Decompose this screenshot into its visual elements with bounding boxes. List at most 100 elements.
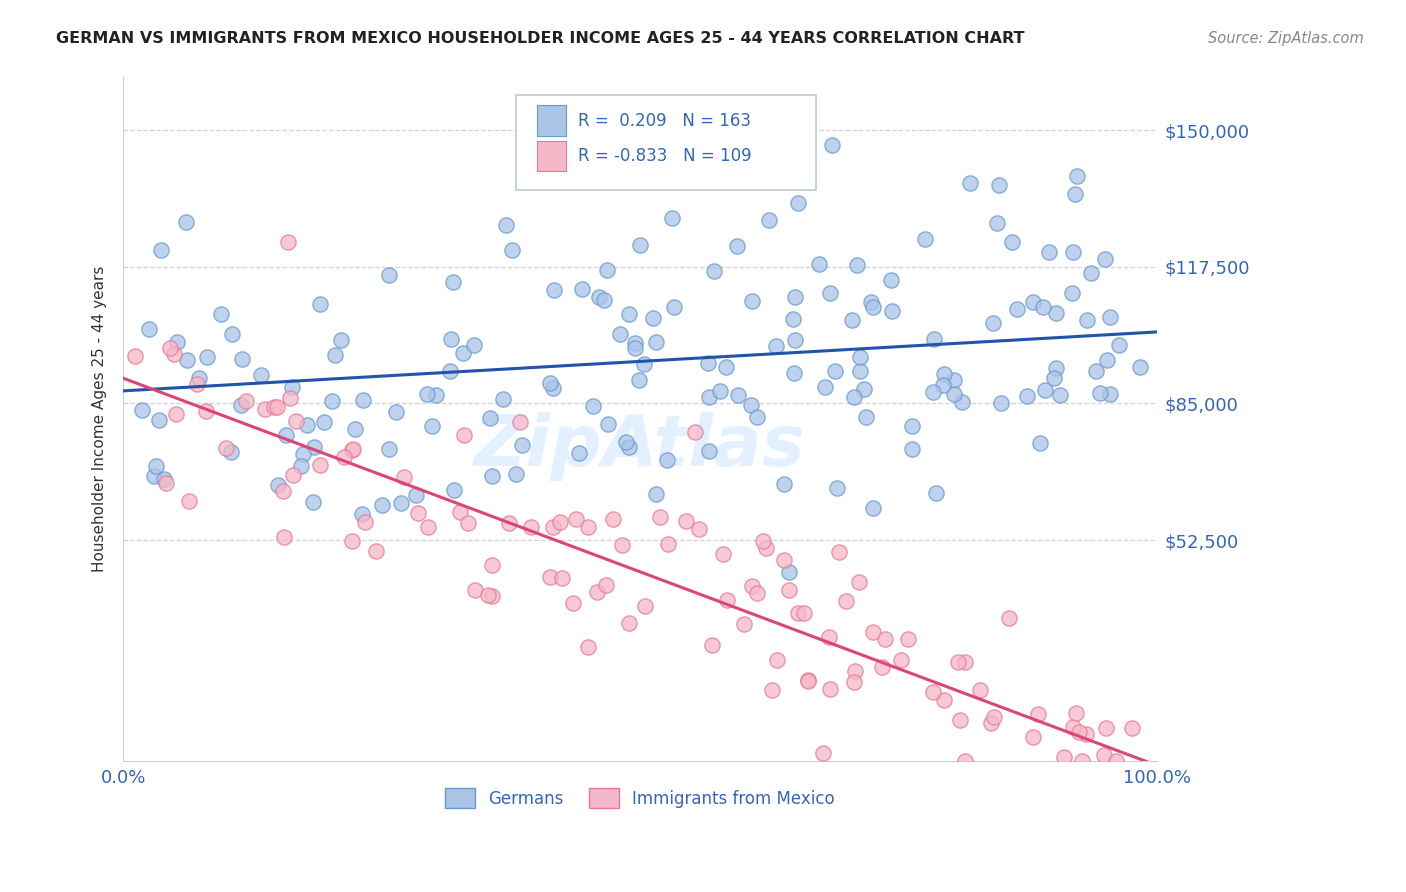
Point xyxy=(439,332,461,346)
Point xyxy=(860,295,883,310)
Point xyxy=(510,438,533,452)
Point xyxy=(813,380,835,394)
Point xyxy=(969,682,991,697)
Point xyxy=(862,500,884,515)
Point xyxy=(787,195,810,210)
Point xyxy=(302,440,325,454)
Point xyxy=(880,303,903,318)
Point xyxy=(942,373,965,387)
Point xyxy=(1099,310,1122,325)
Point xyxy=(263,400,285,414)
Point xyxy=(921,685,943,699)
Point xyxy=(541,381,564,395)
Point xyxy=(405,488,427,502)
Point xyxy=(797,673,820,687)
Point xyxy=(596,417,619,431)
Point xyxy=(576,519,599,533)
Point xyxy=(683,425,706,439)
Point xyxy=(1022,295,1045,310)
FancyBboxPatch shape xyxy=(537,105,565,136)
Point xyxy=(149,243,172,257)
Point xyxy=(595,578,617,592)
Point xyxy=(983,710,1005,724)
Point xyxy=(778,566,800,580)
Point xyxy=(990,396,1012,410)
Point xyxy=(1105,754,1128,768)
Point xyxy=(1045,305,1067,319)
Point xyxy=(280,380,302,394)
Point xyxy=(571,282,593,296)
Point xyxy=(152,472,174,486)
Point xyxy=(1053,749,1076,764)
Point xyxy=(309,297,332,311)
Point xyxy=(254,401,277,416)
Point xyxy=(751,534,773,549)
Point xyxy=(772,552,794,566)
Point xyxy=(449,505,471,519)
Point xyxy=(138,321,160,335)
Point xyxy=(370,498,392,512)
Point xyxy=(418,520,440,534)
Point xyxy=(1108,338,1130,352)
Point xyxy=(159,342,181,356)
Point xyxy=(841,312,863,326)
Point xyxy=(1038,244,1060,259)
Point xyxy=(231,399,253,413)
Point xyxy=(821,137,844,152)
Point xyxy=(924,332,946,346)
Point xyxy=(195,350,218,364)
Point xyxy=(758,213,780,227)
Point xyxy=(783,367,806,381)
Point xyxy=(302,495,325,509)
Point xyxy=(747,585,769,599)
Point xyxy=(519,519,541,533)
Point xyxy=(481,558,503,572)
Point xyxy=(987,178,1010,192)
Point xyxy=(628,238,651,252)
Point xyxy=(845,258,868,272)
Point xyxy=(793,606,815,620)
Point xyxy=(266,401,288,415)
Point xyxy=(509,416,531,430)
Point xyxy=(1080,266,1102,280)
Point xyxy=(727,387,749,401)
Point xyxy=(1121,721,1143,735)
Point xyxy=(849,364,872,378)
Point xyxy=(645,486,668,500)
Point xyxy=(1094,252,1116,267)
Point xyxy=(1070,754,1092,768)
Point xyxy=(148,413,170,427)
Point xyxy=(425,388,447,402)
Point xyxy=(441,275,464,289)
Point xyxy=(897,632,920,646)
Point xyxy=(619,307,641,321)
Point xyxy=(166,335,188,350)
Point xyxy=(725,239,748,253)
Point xyxy=(505,467,527,481)
Point xyxy=(453,428,475,442)
Point xyxy=(219,445,242,459)
Point xyxy=(981,317,1004,331)
Point xyxy=(194,403,217,417)
Point xyxy=(209,307,232,321)
Text: GERMAN VS IMMIGRANTS FROM MEXICO HOUSEHOLDER INCOME AGES 25 - 44 YEARS CORRELATI: GERMAN VS IMMIGRANTS FROM MEXICO HOUSEHO… xyxy=(56,31,1025,46)
Point xyxy=(614,434,637,449)
Point xyxy=(543,283,565,297)
Point xyxy=(950,395,973,409)
Point xyxy=(901,442,924,457)
Point xyxy=(745,409,768,424)
Point xyxy=(1129,359,1152,374)
Point xyxy=(1060,286,1083,301)
Point xyxy=(278,391,301,405)
Point xyxy=(824,364,846,378)
Point xyxy=(880,272,903,286)
Point xyxy=(481,469,503,483)
Point xyxy=(848,350,870,364)
Point xyxy=(624,335,647,350)
Point xyxy=(463,337,485,351)
Point xyxy=(1001,235,1024,250)
Point xyxy=(495,218,517,232)
Point xyxy=(562,596,585,610)
Point xyxy=(782,312,804,326)
Text: R = -0.833   N = 109: R = -0.833 N = 109 xyxy=(578,147,752,165)
